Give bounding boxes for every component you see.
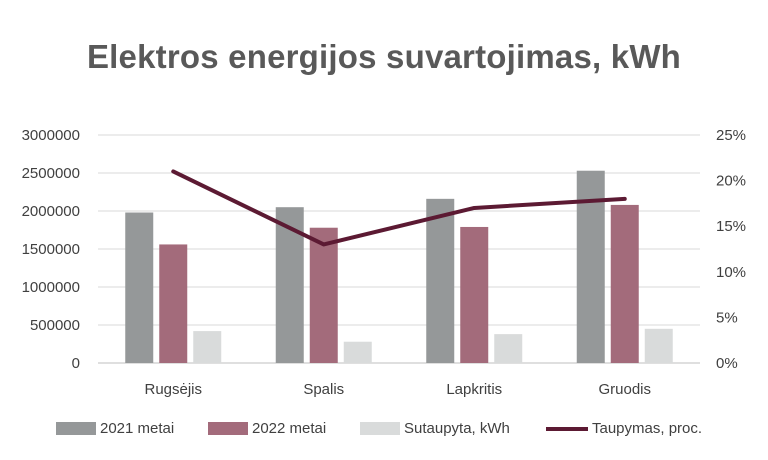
chart-title: Elektros energijos suvartojimas, kWh xyxy=(86,38,682,75)
legend-item-2021: 2021 metai xyxy=(56,420,174,437)
y-right-tick-label: 25% xyxy=(716,127,746,144)
bar xyxy=(343,341,372,363)
bar xyxy=(159,244,188,363)
x-tick-label: Gruodis xyxy=(598,381,651,398)
legend: 2021 metai 2022 metai Sutaupyta, kWh Tau… xyxy=(0,420,768,444)
bar xyxy=(193,331,222,363)
y-left-tick-label: 3000000 xyxy=(22,127,80,144)
legend-label-2022: 2022 metai xyxy=(252,420,327,437)
bar xyxy=(125,212,154,363)
legend-item-saved: Sutaupyta, kWh xyxy=(360,420,510,437)
y-left-tick-label: 2500000 xyxy=(22,165,80,182)
legend-item-savings-pct: Taupymas, proc. xyxy=(546,420,702,437)
bar xyxy=(644,328,673,363)
x-tick-label: Rugsėjis xyxy=(144,381,202,398)
bar xyxy=(426,198,455,363)
y-left-tick-label: 1000000 xyxy=(22,279,80,296)
legend-label-2021: 2021 metai xyxy=(100,420,175,437)
legend-swatch-saved xyxy=(360,422,400,435)
y-right-tick-label: 20% xyxy=(716,173,746,190)
y-left-tick-label: 2000000 xyxy=(22,203,80,220)
y-left-tick-label: 0 xyxy=(72,355,80,372)
legend-swatch-2021 xyxy=(56,422,96,435)
bar xyxy=(309,227,338,363)
y-left-tick-label: 500000 xyxy=(30,317,80,334)
y-right-tick-label: 0% xyxy=(716,355,738,372)
bar xyxy=(494,334,523,363)
legend-label-saved: Sutaupyta, kWh xyxy=(404,420,510,437)
bar xyxy=(610,204,639,363)
x-tick-label: Spalis xyxy=(303,381,344,398)
legend-swatch-2022 xyxy=(208,422,248,435)
y-right-tick-label: 10% xyxy=(716,264,746,281)
series-line xyxy=(171,169,627,247)
bar xyxy=(460,226,489,363)
y-right-tick-label: 5% xyxy=(716,309,738,326)
legend-item-2022: 2022 metai xyxy=(208,420,326,437)
y-left-tick-label: 1500000 xyxy=(22,241,80,258)
y-right-tick-label: 15% xyxy=(716,218,746,235)
x-tick-label: Lapkritis xyxy=(446,381,502,398)
legend-label-savings-pct: Taupymas, proc. xyxy=(592,420,703,437)
legend-line-savings-pct xyxy=(546,426,588,431)
